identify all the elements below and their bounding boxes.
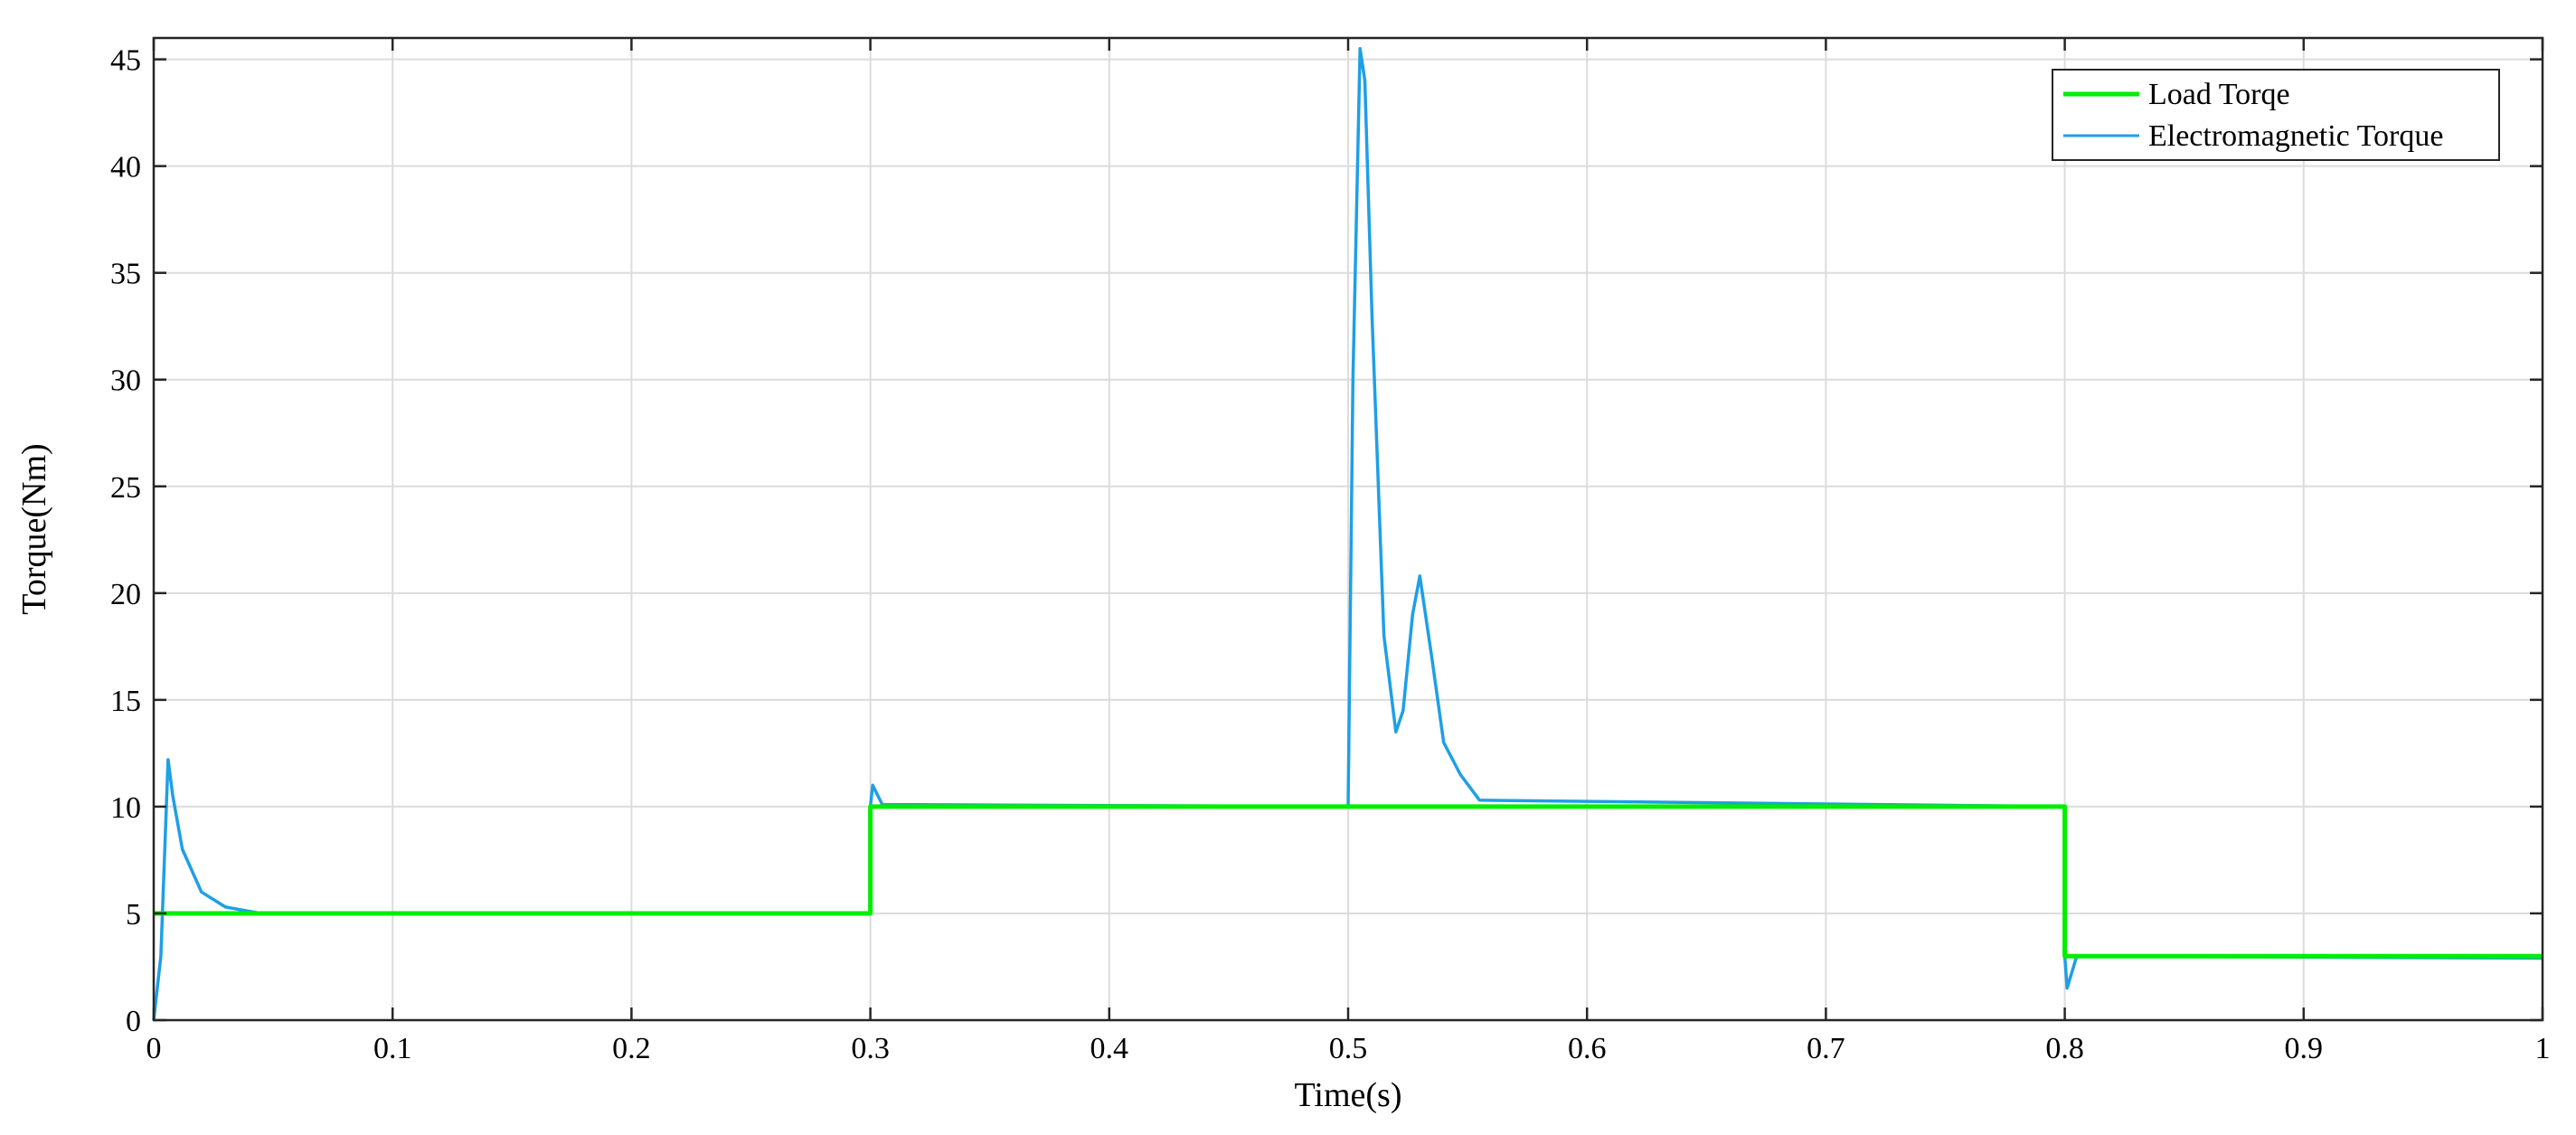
x-tick-label: 0.2 [612,1032,651,1065]
y-tick-label: 35 [110,258,141,291]
legend-box [2052,69,2500,161]
y-tick-label: 20 [110,578,141,611]
x-tick-label: 0.4 [1090,1032,1129,1065]
legend-label-electromagnetic-torque: Electromagnetic Torque [2148,119,2443,153]
y-tick-label: 45 [110,44,141,78]
x-tick-label: 0.5 [1329,1032,1368,1065]
y-tick-label: 40 [110,151,141,184]
x-tick-label: 0 [146,1032,162,1065]
series-line-load-torque [154,804,2543,959]
y-tick-label: 10 [110,791,141,825]
y-axis-label: Torque(Nm) [15,443,53,614]
x-axis-label: Time(s) [1295,1076,1402,1114]
ticks: 0 0.1 0.2 0.3 0.4 0.5 0.6 0.7 0.8 0.9 105101520253… [110,38,2551,1065]
y-tick-label: 30 [110,364,141,398]
x-tick-label: 1 [2535,1032,2551,1065]
x-tick-label: 0.3 [851,1032,890,1065]
x-tick-label: 0.1 [373,1032,412,1065]
x-tick-label: 0.6 [1568,1032,1607,1065]
series-line-electromagnetic-torque [152,47,2543,1021]
x-tick-label: 0.9 [2285,1032,2324,1065]
x-tick-label: 0.7 [1807,1032,1845,1065]
series-layer [152,47,2543,1021]
legend-label-load-torque: Load Torqe [2148,78,2290,111]
y-tick-label: 15 [110,685,141,718]
y-tick-label: 5 [126,898,141,932]
x-tick-label: 0.8 [2045,1032,2084,1065]
y-tick-label: 25 [110,471,141,505]
legend: Load Torqe Electromagnetic Torque [2052,69,2500,161]
y-tick-label: 0 [126,1005,141,1038]
